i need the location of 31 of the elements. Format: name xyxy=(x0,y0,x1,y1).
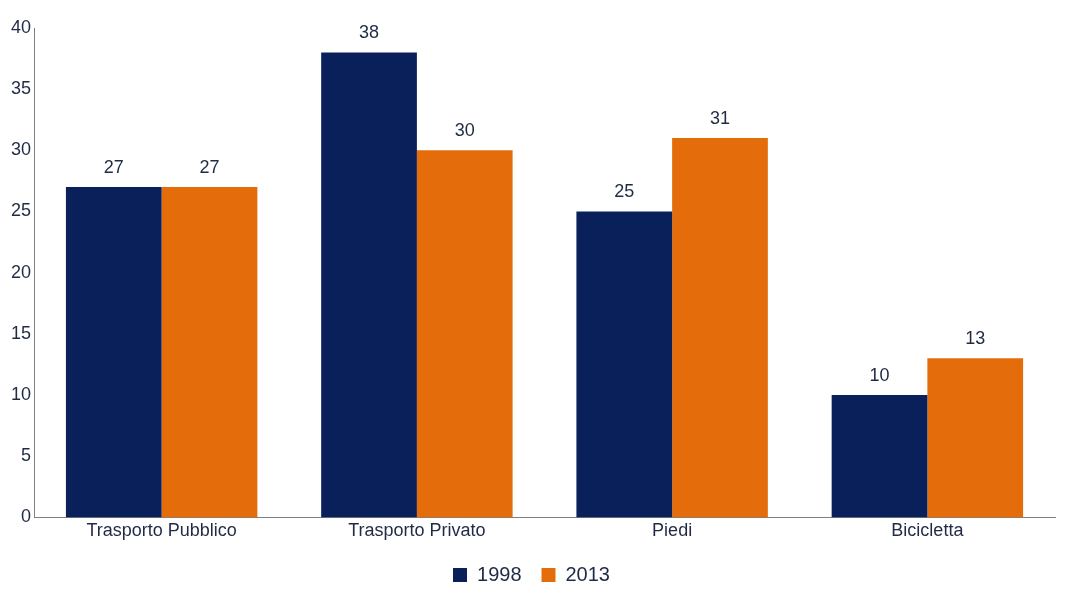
bar xyxy=(416,150,513,518)
x-tick-label: Trasporto Pubblico xyxy=(86,520,237,541)
data-label: 38 xyxy=(359,22,380,43)
y-tick-label: 30 xyxy=(10,139,32,160)
bar xyxy=(65,187,162,518)
y-tick-label: 10 xyxy=(10,384,32,405)
legend-label: 1998 xyxy=(477,562,522,585)
data-label: 10 xyxy=(869,365,890,386)
bar xyxy=(321,52,417,518)
bar xyxy=(576,211,673,518)
data-label: 25 xyxy=(614,181,635,202)
legend-label: 2013 xyxy=(565,562,610,585)
data-label: 27 xyxy=(199,157,220,178)
x-tick-label: Piedi xyxy=(652,520,693,541)
y-tick-label: 15 xyxy=(10,322,32,343)
bar xyxy=(672,138,768,518)
data-label: 31 xyxy=(709,108,731,129)
bar xyxy=(927,358,1024,518)
data-label: 30 xyxy=(454,120,475,141)
x-tick-label: Trasporto Privato xyxy=(348,520,486,541)
data-label: 13 xyxy=(965,328,986,349)
x-tick-label: Bicicletta xyxy=(891,520,965,541)
y-tick-label: 25 xyxy=(10,200,32,221)
y-tick-label: 20 xyxy=(10,261,32,282)
y-tick-label: 40 xyxy=(10,16,32,37)
y-tick-label: 5 xyxy=(21,445,32,466)
y-tick-label: 35 xyxy=(10,78,32,99)
bar xyxy=(161,187,258,518)
data-label: 27 xyxy=(103,157,124,178)
y-tick-label: 0 xyxy=(21,506,32,527)
bar xyxy=(831,395,928,518)
